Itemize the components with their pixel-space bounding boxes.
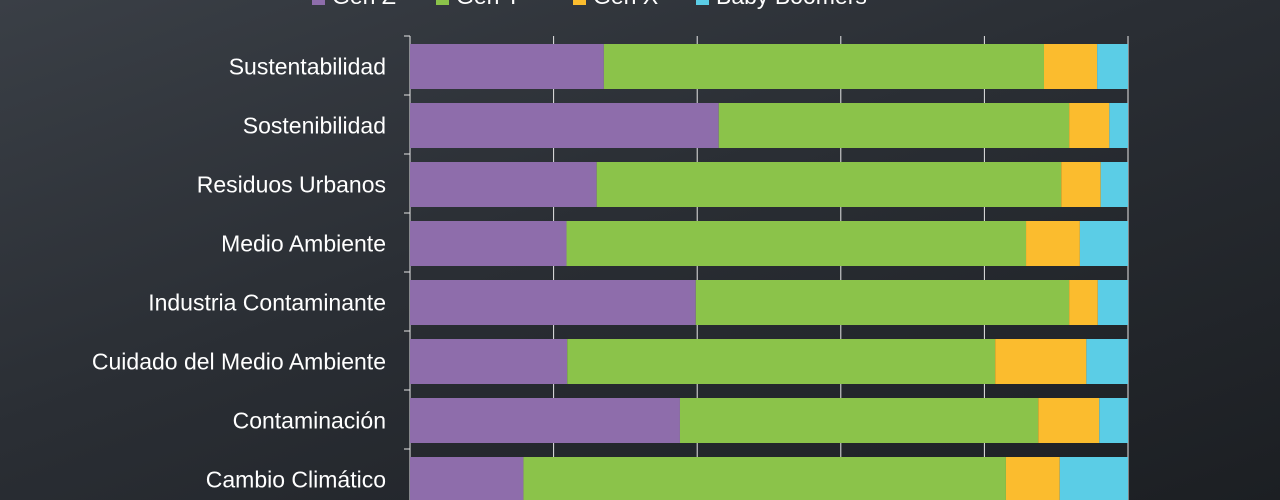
bar-segment [523, 457, 1006, 500]
bar-segment [1097, 44, 1128, 89]
bar-segment [567, 339, 996, 384]
bar-row [410, 162, 1128, 207]
category-label: Industria Contaminante [148, 290, 386, 316]
bar-segment [718, 103, 1070, 148]
bar-row [410, 398, 1128, 443]
category-label: Sostenibilidad [243, 113, 386, 139]
category-label: Cambio Climático [206, 467, 386, 493]
bar-row [410, 339, 1128, 384]
y-axis [404, 35, 411, 500]
bar-row [410, 457, 1128, 500]
bar-segment [603, 44, 1044, 89]
bar-segment [410, 398, 680, 443]
bar-segment [679, 398, 1039, 443]
legend-item: Baby Boomers [696, 0, 867, 9]
bar-segment [410, 162, 597, 207]
bar-segment [1099, 398, 1128, 443]
bar-row [410, 221, 1128, 266]
bar-segment [1059, 457, 1128, 500]
category-label: Cuidado del Medio Ambiente [92, 349, 386, 375]
bar-segment [1005, 457, 1060, 500]
bar-segment [1079, 221, 1128, 266]
bar-row [410, 44, 1128, 89]
legend-swatch [436, 0, 449, 5]
category-label: Contaminación [233, 408, 386, 434]
bar-segment [1038, 398, 1100, 443]
bar-segment [596, 162, 1062, 207]
bar-segment [1043, 44, 1098, 89]
bar-segment [995, 339, 1087, 384]
category-label: Sustentabilidad [229, 54, 386, 80]
legend-label: Baby Boomers [716, 0, 867, 9]
bar-segment [566, 221, 1027, 266]
bar-segment [410, 103, 719, 148]
bar-segment [410, 339, 568, 384]
legend-label: Gen X [593, 0, 658, 9]
legend-label: Gen Z [332, 0, 396, 9]
legend-item: Gen Y [436, 0, 521, 9]
bar-segment [410, 457, 524, 500]
bar-segment [1109, 103, 1128, 148]
bar-segment [1069, 280, 1098, 325]
bar-row [410, 103, 1128, 148]
bar-segment [1026, 221, 1080, 266]
bar-segment [410, 280, 696, 325]
bar-row [410, 280, 1128, 325]
chart-legend: Gen Z Gen Y Gen X Baby Boomers [312, 0, 867, 9]
category-label: Medio Ambiente [221, 231, 386, 257]
bar-segment [1061, 162, 1101, 207]
legend-item: Gen X [573, 0, 658, 9]
category-labels: Sustentabilidad Sostenibilidad Residuos Ur… [92, 54, 386, 493]
bar-segment [1086, 339, 1128, 384]
bar-segment [1100, 162, 1128, 207]
bar-segment [1097, 280, 1128, 325]
legend-swatch [696, 0, 709, 5]
legend-swatch [312, 0, 325, 5]
legend-item: Gen Z [312, 0, 396, 9]
legend-label: Gen Y [456, 0, 521, 9]
category-label: Residuos Urbanos [197, 172, 386, 198]
bar-segment [410, 221, 567, 266]
bar-segment [695, 280, 1070, 325]
bar-segment [1069, 103, 1110, 148]
bars [410, 44, 1128, 500]
legend-swatch [573, 0, 586, 5]
bar-segment [410, 44, 604, 89]
